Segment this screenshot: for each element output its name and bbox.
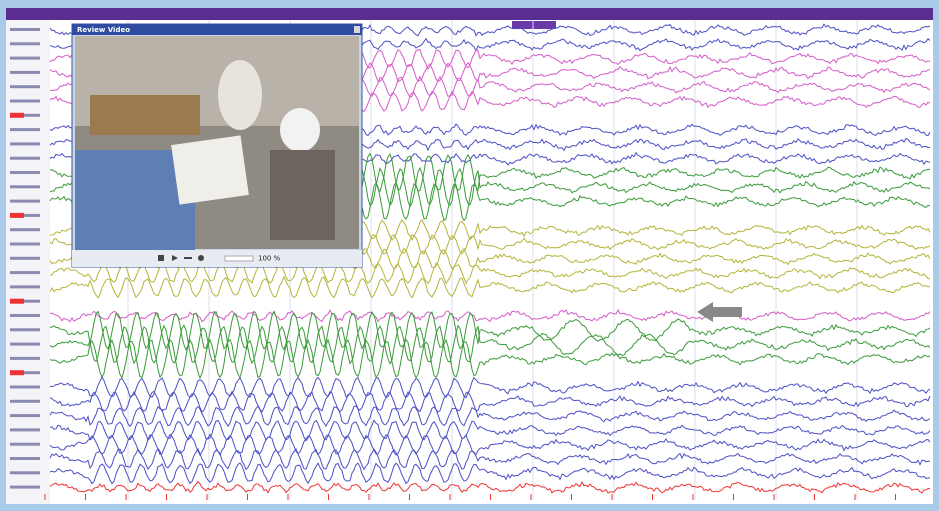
group-marker [10, 213, 24, 218]
video-head-wrap [280, 108, 320, 152]
video-toolbar [72, 250, 362, 267]
channel-label [10, 100, 40, 103]
channel-label [10, 185, 40, 188]
channel-label [10, 228, 40, 231]
channel-label [10, 157, 40, 160]
video-title: Review Video [77, 26, 130, 34]
channel-label [10, 285, 40, 288]
channel-label [10, 443, 40, 446]
eeg-screen: Review Video 100 % [0, 0, 939, 511]
channel-label [10, 128, 40, 131]
channel-label [10, 357, 40, 360]
zoom-level: 100 % [258, 255, 281, 263]
channel-label [10, 471, 40, 474]
channel-label [10, 142, 40, 145]
video-window: Review Video 100 % [72, 24, 362, 267]
zoom-out-button[interactable] [184, 257, 192, 259]
channel-label [10, 85, 40, 88]
channel-label [10, 428, 40, 431]
channel-label [10, 486, 40, 489]
channel-label [10, 400, 40, 403]
group-marker [10, 299, 24, 304]
close-button[interactable] [354, 26, 360, 33]
channel-label [10, 257, 40, 260]
channel-label [10, 28, 40, 31]
video-card [171, 135, 249, 204]
page: Review Video 100 % (() => { const data =… [0, 0, 939, 511]
channel-label [10, 314, 40, 317]
channel-label [10, 386, 40, 389]
channel-label [10, 343, 40, 346]
group-marker [10, 370, 24, 375]
video-patient [270, 150, 335, 240]
zoom-slider[interactable] [225, 256, 253, 261]
channel-label [10, 328, 40, 331]
channel-label [10, 414, 40, 417]
channel-label [10, 200, 40, 203]
channel-label [10, 271, 40, 274]
channel-label [10, 171, 40, 174]
top-bar [6, 8, 933, 20]
channel-label [10, 243, 40, 246]
channel-label [10, 71, 40, 74]
channel-label [10, 42, 40, 45]
pause-button[interactable] [158, 255, 164, 261]
channel-label [10, 457, 40, 460]
video-table [90, 95, 200, 135]
group-marker [10, 113, 24, 118]
channel-label [10, 57, 40, 60]
zoom-button[interactable] [198, 255, 204, 261]
video-doctor [218, 60, 262, 130]
